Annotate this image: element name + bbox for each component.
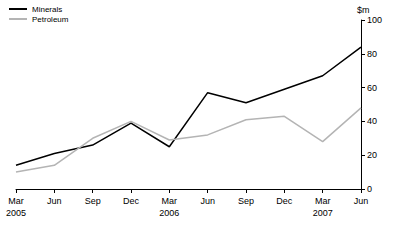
svg-text:Dec: Dec [276, 196, 293, 206]
svg-text:2005: 2005 [6, 208, 26, 218]
svg-text:Dec: Dec [123, 196, 140, 206]
svg-text:Mar: Mar [315, 196, 331, 206]
svg-text:80: 80 [367, 49, 377, 59]
svg-text:40: 40 [367, 116, 377, 126]
svg-text:Sep: Sep [238, 196, 254, 206]
svg-text:Minerals: Minerals [32, 5, 62, 14]
svg-text:Mar: Mar [8, 196, 24, 206]
svg-text:2007: 2007 [313, 208, 333, 218]
svg-text:2006: 2006 [159, 208, 179, 218]
svg-text:$m: $m [357, 5, 370, 15]
svg-text:Petroleum: Petroleum [32, 15, 69, 24]
svg-text:60: 60 [367, 83, 377, 93]
svg-text:0: 0 [367, 184, 372, 194]
svg-text:Jun: Jun [354, 196, 369, 206]
svg-text:Jun: Jun [200, 196, 215, 206]
svg-text:20: 20 [367, 150, 377, 160]
svg-text:Sep: Sep [85, 196, 101, 206]
svg-text:100: 100 [367, 15, 382, 25]
svg-text:Mar: Mar [162, 196, 178, 206]
svg-text:Jun: Jun [47, 196, 62, 206]
